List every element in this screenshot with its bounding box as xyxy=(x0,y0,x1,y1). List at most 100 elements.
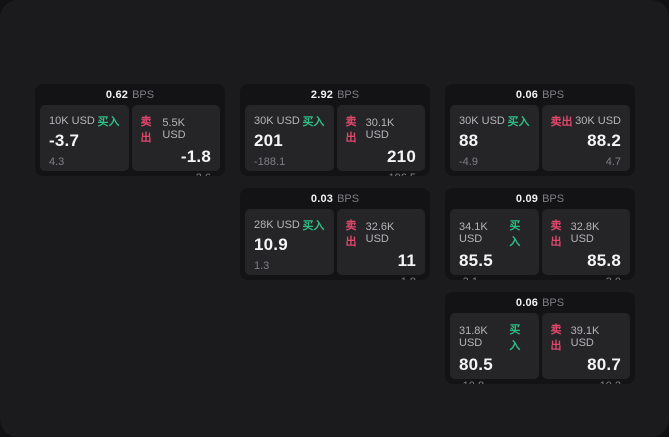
buy-delta: 4.3 xyxy=(49,156,65,168)
quote-panels: 10K USD 买入 -3.7 4.3 卖出 5.5K USD -1.8 -2.… xyxy=(40,105,220,176)
quote-card: 2.92 BPS 30K USD 买入 201 -188.1 卖出 30.1K … xyxy=(240,84,430,176)
spread-unit-label: BPS xyxy=(542,89,565,101)
quote-panels: 34.1K USD 买入 85.5 -3.1 卖出 32.8K USD 85.8… xyxy=(450,209,630,280)
spread-unit-label: BPS xyxy=(542,193,565,205)
buy-delta: -188.1 xyxy=(254,156,286,168)
quote-card: 0.09 BPS 34.1K USD 买入 85.5 -3.1 卖出 32.8K… xyxy=(445,188,635,280)
buy-price: -3.7 xyxy=(49,131,80,150)
sell-panel[interactable]: 卖出 32.8K USD 85.8 3.0 xyxy=(541,209,630,280)
sell-price: 210 xyxy=(387,147,416,166)
quote-card: 0.06 BPS 30K USD 买入 88 -4.9 卖出 30K USD 8… xyxy=(445,84,635,176)
buy-side-label: 买入 xyxy=(302,220,325,232)
sell-delta: 4.7 xyxy=(605,156,621,168)
quote-card: 0.06 BPS 31.8K USD 买入 80.5 -10.8 卖出 39.1… xyxy=(445,292,635,384)
buy-price: 85.5 xyxy=(459,251,493,270)
sell-side-label: 卖出 xyxy=(345,116,357,144)
buy-delta: -10.8 xyxy=(459,380,530,384)
sell-panel[interactable]: 卖出 5.5K USD -1.8 -2.6 xyxy=(131,105,220,176)
sell-delta: 3.0 xyxy=(551,276,621,280)
sell-size: 32.6K USD xyxy=(365,221,395,245)
buy-side-label: 买入 xyxy=(302,116,325,128)
spread-value: 0.06 xyxy=(515,89,539,101)
sell-delta: 196.5 xyxy=(346,172,416,176)
spread-header: 0.06 BPS xyxy=(445,292,635,312)
spread-value: 2.92 xyxy=(310,89,334,101)
spread-unit-label: BPS xyxy=(132,89,155,101)
quote-panels: 28K USD 买入 10.9 1.3 卖出 32.6K USD 11 -1.8 xyxy=(245,209,425,280)
buy-panel-top: 30K USD 买入 xyxy=(459,113,530,129)
sell-price: 85.8 xyxy=(587,251,621,270)
buy-panel-top: 34.1K USD 买入 xyxy=(459,217,530,249)
sell-panel-top: 卖出 30K USD xyxy=(551,113,622,129)
spread-header: 0.62 BPS xyxy=(35,84,225,104)
buy-panel[interactable]: 30K USD 买入 201 -188.1 xyxy=(245,105,334,171)
quote-card: 0.03 BPS 28K USD 买入 10.9 1.3 卖出 32.6K US… xyxy=(240,188,430,280)
sell-side-label: 卖出 xyxy=(345,220,357,248)
buy-size: 28K USD xyxy=(254,219,300,231)
buy-panel-top: 10K USD 买入 xyxy=(49,113,120,129)
spread-header: 2.92 BPS xyxy=(240,84,430,104)
buy-side-label: 买入 xyxy=(509,324,521,352)
sell-panel-top: 卖出 5.5K USD xyxy=(141,113,212,145)
buy-size: 34.1K USD xyxy=(459,221,488,245)
spread-unit-label: BPS xyxy=(337,89,360,101)
spread-header: 0.06 BPS xyxy=(445,84,635,104)
spread-value: 0.09 xyxy=(515,193,539,205)
sell-size: 5.5K USD xyxy=(162,117,186,141)
buy-price: 88 xyxy=(459,131,479,150)
buy-size: 10K USD xyxy=(49,115,95,127)
sell-size: 30.1K USD xyxy=(365,117,395,141)
buy-size: 30K USD xyxy=(459,115,505,127)
sell-price: 80.7 xyxy=(587,355,621,374)
buy-delta: 1.3 xyxy=(254,260,270,272)
buy-panel-top: 31.8K USD 买入 xyxy=(459,321,530,353)
sell-size: 32.8K USD xyxy=(570,221,600,245)
buy-delta: -3.1 xyxy=(459,276,530,280)
buy-panel[interactable]: 28K USD 买入 10.9 1.3 xyxy=(245,209,334,275)
buy-panel-top: 30K USD 买入 xyxy=(254,113,325,129)
buy-panel[interactable]: 31.8K USD 买入 80.5 -10.8 xyxy=(450,313,539,384)
buy-price: 201 xyxy=(254,131,283,150)
sell-side-label: 卖出 xyxy=(550,324,562,352)
spread-header: 0.09 BPS xyxy=(445,188,635,208)
sell-panel[interactable]: 卖出 30K USD 88.2 4.7 xyxy=(541,105,630,171)
buy-side-label: 买入 xyxy=(97,116,120,128)
quote-card: 0.62 BPS 10K USD 买入 -3.7 4.3 卖出 5.5K USD… xyxy=(35,84,225,176)
sell-panel[interactable]: 卖出 39.1K USD 80.7 10.2 xyxy=(541,313,630,384)
buy-side-label: 买入 xyxy=(509,220,521,248)
spread-value: 0.62 xyxy=(105,89,129,101)
buy-price: 10.9 xyxy=(254,235,288,254)
sell-panel-top: 卖出 32.6K USD xyxy=(346,217,417,249)
sell-size: 30K USD xyxy=(575,115,621,127)
buy-size: 31.8K USD xyxy=(459,325,488,349)
sell-panel-top: 卖出 39.1K USD xyxy=(551,321,622,353)
sell-panel[interactable]: 卖出 32.6K USD 11 -1.8 xyxy=(336,209,425,280)
quote-panels: 31.8K USD 买入 80.5 -10.8 卖出 39.1K USD 80.… xyxy=(450,313,630,384)
sell-side-label: 卖出 xyxy=(550,116,573,128)
quote-panels: 30K USD 买入 201 -188.1 卖出 30.1K USD 210 1… xyxy=(245,105,425,176)
sell-panel[interactable]: 卖出 30.1K USD 210 196.5 xyxy=(336,105,425,176)
spread-unit-label: BPS xyxy=(337,193,360,205)
buy-delta: -4.9 xyxy=(459,156,478,168)
sell-size: 39.1K USD xyxy=(570,325,600,349)
sell-price: 88.2 xyxy=(587,131,621,150)
sell-delta: -1.8 xyxy=(346,276,416,280)
sell-delta: 10.2 xyxy=(551,380,621,384)
spread-value: 0.06 xyxy=(515,297,539,309)
spread-value: 0.03 xyxy=(310,193,334,205)
buy-panel-top: 28K USD 买入 xyxy=(254,217,325,233)
buy-price: 80.5 xyxy=(459,355,493,374)
sell-price: -1.8 xyxy=(180,147,211,166)
buy-panel[interactable]: 10K USD 买入 -3.7 4.3 xyxy=(40,105,129,171)
buy-panel[interactable]: 34.1K USD 买入 85.5 -3.1 xyxy=(450,209,539,280)
buy-side-label: 买入 xyxy=(507,116,530,128)
spread-header: 0.03 BPS xyxy=(240,188,430,208)
buy-size: 30K USD xyxy=(254,115,300,127)
sell-side-label: 卖出 xyxy=(550,220,562,248)
quote-panels: 30K USD 买入 88 -4.9 卖出 30K USD 88.2 4.7 xyxy=(450,105,630,171)
sell-side-label: 卖出 xyxy=(140,116,152,144)
spread-unit-label: BPS xyxy=(542,297,565,309)
buy-panel[interactable]: 30K USD 买入 88 -4.9 xyxy=(450,105,539,171)
sell-panel-top: 卖出 30.1K USD xyxy=(346,113,417,145)
